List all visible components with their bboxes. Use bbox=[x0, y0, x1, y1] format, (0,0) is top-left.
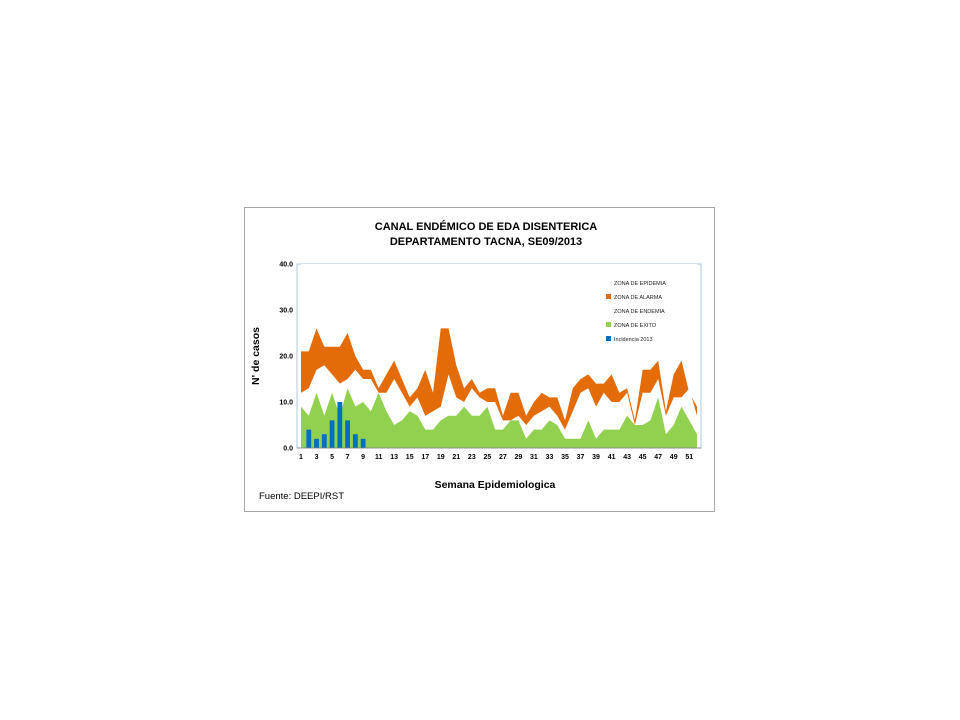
incidence-bar bbox=[345, 420, 350, 448]
incidence-bar bbox=[337, 402, 343, 448]
incidence-bar bbox=[329, 420, 335, 448]
chart-title-line2: DEPARTAMENTO TACNA, SE09/2013 bbox=[390, 236, 582, 248]
y-tick-label: 20.0 bbox=[279, 354, 293, 361]
x-tick-label: 51 bbox=[685, 454, 693, 461]
incidence-bar bbox=[314, 438, 319, 448]
x-tick-label: 23 bbox=[468, 454, 476, 461]
y-tick-label: 30.0 bbox=[279, 308, 293, 315]
x-tick-label: 27 bbox=[499, 454, 507, 461]
x-tick-label: 17 bbox=[421, 454, 429, 461]
y-tick-label: 40.0 bbox=[279, 262, 293, 269]
x-tick-label: 11 bbox=[375, 454, 383, 461]
x-tick-label: 29 bbox=[515, 454, 523, 461]
x-tick-label: 49 bbox=[670, 454, 678, 461]
x-tick-label: 41 bbox=[608, 454, 616, 461]
x-tick-label: 39 bbox=[592, 454, 600, 461]
legend-swatch bbox=[605, 279, 612, 286]
x-tick-label: 13 bbox=[390, 454, 398, 461]
x-tick-label: 1 bbox=[299, 454, 303, 461]
y-axis-ticks: 0.0 10.0 20.0 30.0 40.0 bbox=[279, 262, 293, 453]
legend-swatch bbox=[606, 322, 611, 327]
y-tick-label: 10.0 bbox=[279, 400, 293, 407]
legend-swatch bbox=[605, 307, 612, 314]
legend-label: ZONA DE EPIDEMIA bbox=[614, 281, 666, 287]
y-tick-label: 0.0 bbox=[283, 446, 293, 453]
x-tick-label: 25 bbox=[483, 454, 491, 461]
x-tick-label: 43 bbox=[623, 454, 631, 461]
legend-swatch bbox=[606, 294, 611, 299]
y-axis-label: N' de casos bbox=[250, 327, 262, 385]
source-note: Fuente: DEEPI/RST bbox=[259, 491, 344, 502]
legend-label: ZONA DE ENDEMIA bbox=[614, 309, 665, 315]
legend-label: Incidencia 2013 bbox=[614, 337, 653, 343]
x-tick-label: 35 bbox=[561, 454, 569, 461]
incidence-bar bbox=[352, 434, 358, 448]
chart-frame: CANAL ENDÉMICO DE EDA DISENTERICA DEPART… bbox=[244, 207, 715, 512]
x-tick-label: 31 bbox=[530, 454, 538, 461]
incidence-bar bbox=[360, 438, 366, 448]
area-layers bbox=[301, 264, 697, 448]
x-tick-label: 5 bbox=[330, 454, 334, 461]
x-tick-label: 9 bbox=[361, 454, 365, 461]
endemic-channel-chart: CANAL ENDÉMICO DE EDA DISENTERICA DEPART… bbox=[250, 220, 702, 502]
x-tick-label: 3 bbox=[315, 454, 319, 461]
x-tick-label: 21 bbox=[452, 454, 460, 461]
incidence-bar bbox=[306, 429, 312, 448]
legend-label: ZONA DE EXITO bbox=[614, 323, 657, 329]
area-zona-de-exito bbox=[301, 388, 697, 448]
chart-title-line1: CANAL ENDÉMICO DE EDA DISENTERICA bbox=[375, 220, 598, 233]
x-axis-label: Semana Epidemiologica bbox=[435, 479, 556, 491]
x-tick-label: 47 bbox=[654, 454, 662, 461]
incidence-bars bbox=[306, 402, 366, 448]
legend-label: ZONA DE ALARMA bbox=[614, 295, 662, 301]
x-tick-label: 7 bbox=[346, 454, 350, 461]
x-axis-ticks: 1 3 5 7 9 11 13 15 17 19 21 23 25 27 29 31 33 35 37 39 41 43 4… bbox=[299, 454, 693, 461]
x-tick-label: 45 bbox=[639, 454, 647, 461]
x-tick-label: 33 bbox=[546, 454, 554, 461]
legend: ZONA DE EPIDEMIA ZONA DE ALARMA ZONA DE EN… bbox=[605, 279, 666, 343]
legend-swatch bbox=[606, 336, 611, 341]
x-tick-label: 37 bbox=[577, 454, 585, 461]
incidence-bar bbox=[321, 434, 327, 448]
x-tick-label: 15 bbox=[406, 454, 414, 461]
x-tick-label: 19 bbox=[437, 454, 445, 461]
